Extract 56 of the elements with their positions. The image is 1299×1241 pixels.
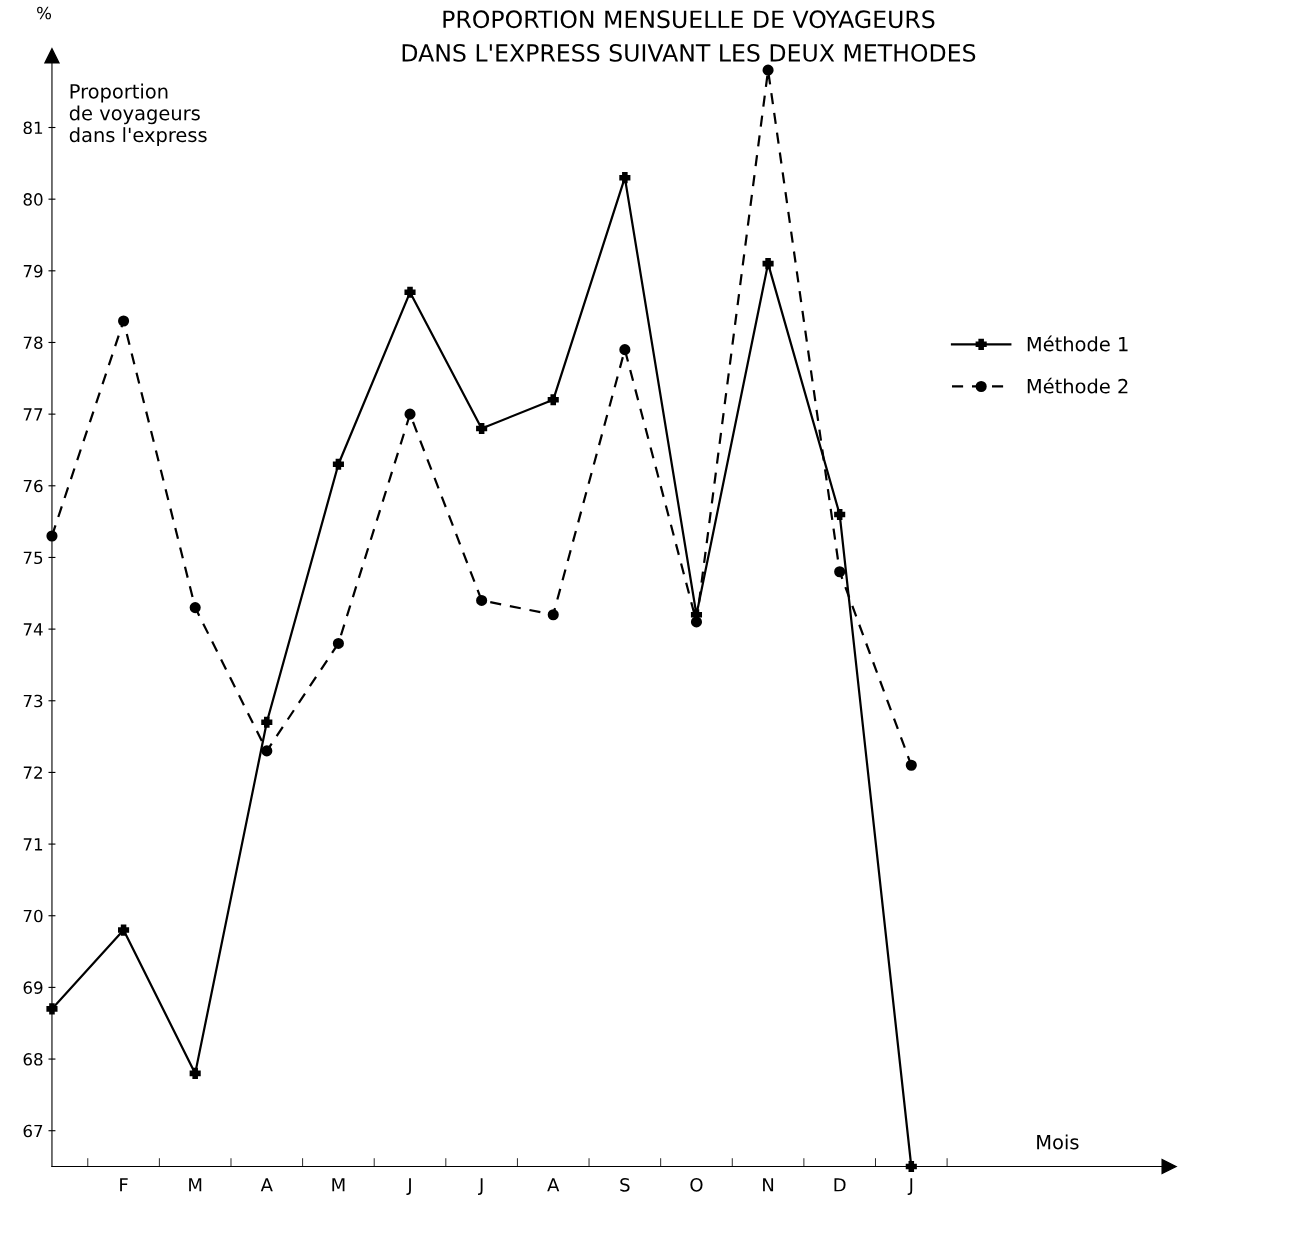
x-tick-label: M bbox=[189, 1178, 202, 1192]
point bbox=[189, 602, 201, 614]
y-tick-label: 69 bbox=[23, 981, 43, 994]
legend-label: Méthode 2 bbox=[1027, 377, 1128, 394]
point bbox=[834, 566, 846, 578]
y-tick-label: 81 bbox=[23, 121, 43, 135]
point bbox=[762, 258, 774, 270]
y-tick-label: 68 bbox=[23, 1053, 43, 1066]
y-tick-label: 70 bbox=[23, 909, 43, 923]
y-tick-label: 80 bbox=[23, 193, 43, 206]
x-tick-label: N bbox=[763, 1178, 774, 1192]
x-tick-label: S bbox=[620, 1177, 630, 1192]
point bbox=[404, 408, 416, 420]
point bbox=[690, 616, 703, 628]
text: % bbox=[37, 6, 52, 20]
point bbox=[46, 1003, 58, 1015]
point bbox=[476, 422, 488, 435]
point bbox=[547, 609, 559, 621]
x-tick-label: A bbox=[260, 1178, 273, 1192]
y-tick-label: 74 bbox=[23, 623, 43, 636]
x-tick-label: O bbox=[690, 1177, 703, 1192]
x-tick-label: J bbox=[907, 1178, 913, 1195]
y-tick-label: 71 bbox=[23, 838, 43, 851]
x-tick-label: F bbox=[120, 1178, 128, 1192]
point bbox=[332, 637, 344, 649]
point bbox=[834, 508, 846, 521]
x-tick-label: J bbox=[478, 1178, 483, 1195]
point bbox=[404, 286, 416, 298]
chart-title: PROPORTION MENSUELLE DE VOYAGEURS DANS L'EXPRESS SUIVANT LES DEUX METHODES bbox=[402, 10, 976, 62]
y-tick-label: 67 bbox=[23, 1124, 43, 1138]
y-tick-label: 76 bbox=[23, 479, 43, 493]
y-axis-title: Proportion de voyageurs dans l'express bbox=[69, 83, 207, 146]
x-axis-title: Mois bbox=[1037, 1134, 1079, 1150]
point bbox=[619, 344, 631, 356]
x-tick-label: A bbox=[547, 1178, 560, 1192]
point bbox=[118, 315, 130, 327]
y-tick-label: 78 bbox=[23, 336, 43, 350]
y-tick-label: 75 bbox=[23, 551, 43, 565]
point bbox=[476, 594, 488, 606]
point bbox=[118, 924, 130, 936]
x-tick-label: J bbox=[406, 1178, 411, 1195]
point bbox=[905, 759, 917, 771]
point bbox=[189, 1067, 201, 1079]
x-tick-label: D bbox=[834, 1178, 846, 1192]
y-tick-label: 73 bbox=[23, 694, 43, 708]
point bbox=[547, 394, 559, 406]
y-tick-label: 79 bbox=[23, 264, 43, 278]
y-tick-label: 72 bbox=[23, 766, 42, 779]
point bbox=[619, 172, 631, 184]
x-tick-label: M bbox=[332, 1178, 345, 1192]
point bbox=[332, 458, 344, 470]
point bbox=[762, 64, 774, 76]
point bbox=[261, 745, 273, 757]
y-tick-label: 77 bbox=[23, 408, 43, 421]
point bbox=[261, 716, 273, 728]
legend-label: Méthode 1 bbox=[1027, 335, 1128, 352]
